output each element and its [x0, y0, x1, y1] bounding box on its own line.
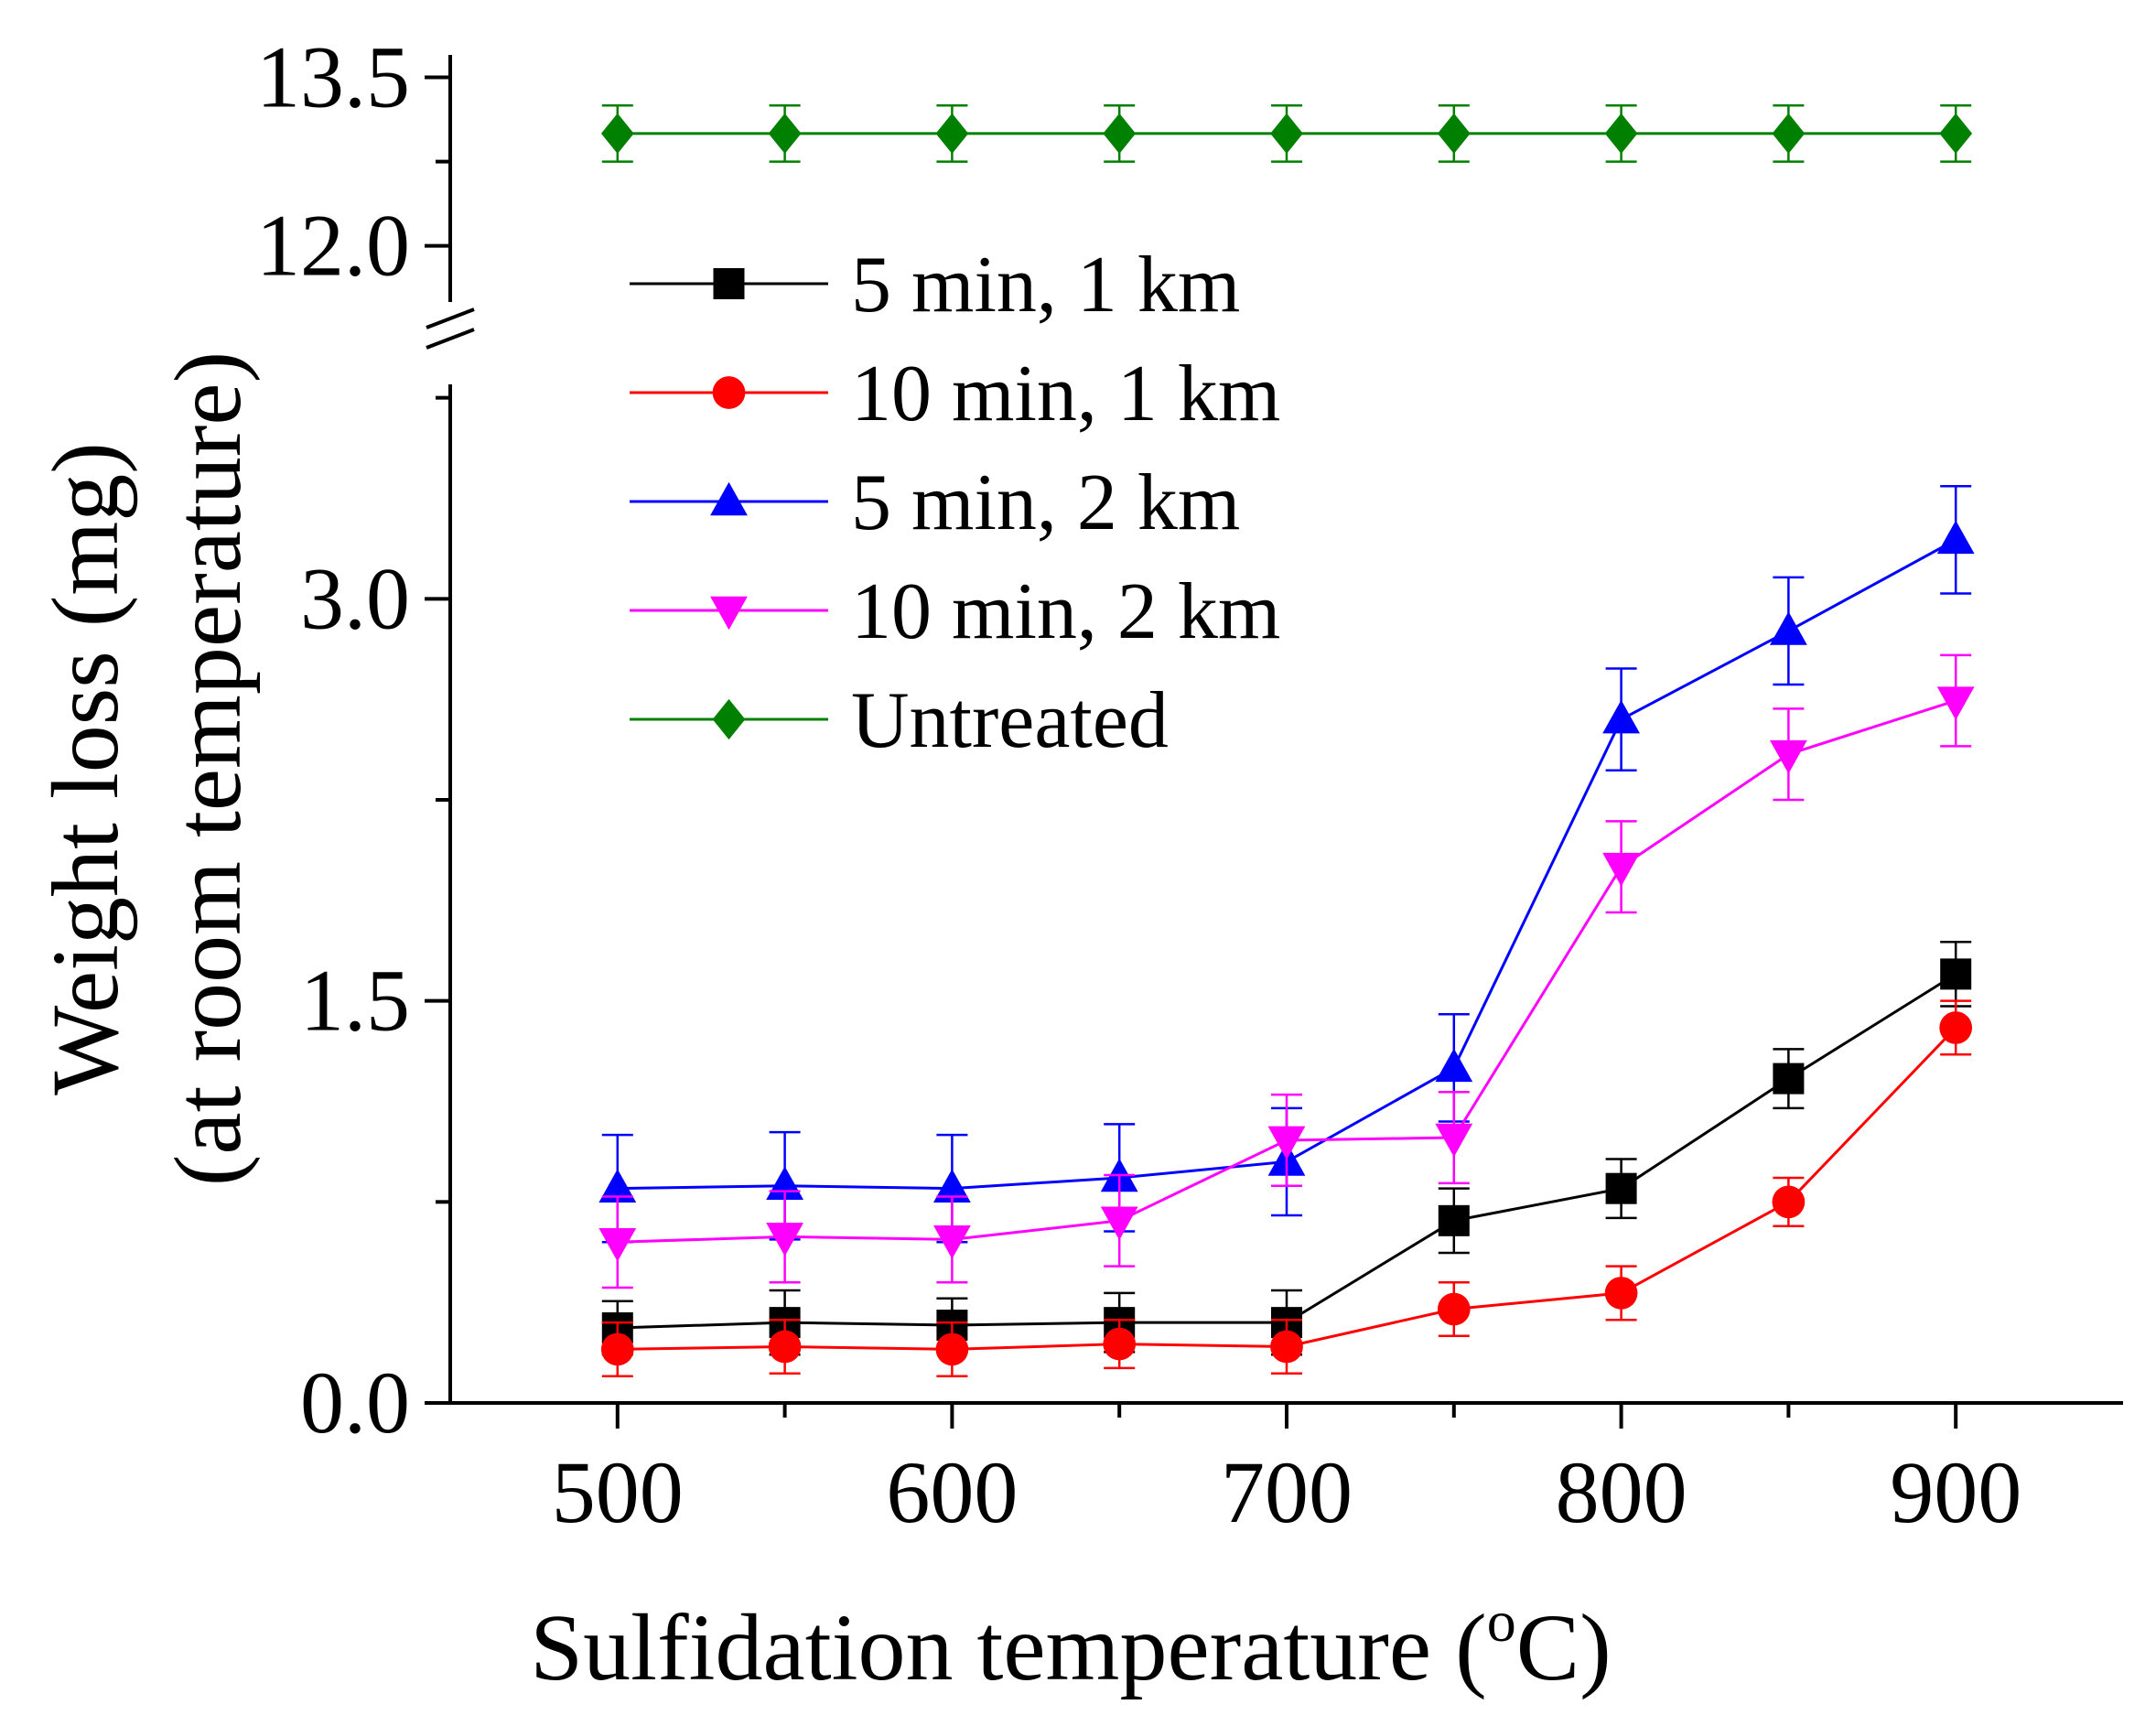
data-point: [1940, 958, 1972, 990]
data-point: [1438, 1204, 1470, 1236]
data-point: [1605, 1172, 1637, 1204]
x-axis-title-end: C): [1516, 1595, 1612, 1700]
data-point: [1602, 852, 1640, 887]
axis-break-mark-1: [426, 307, 475, 329]
series-line: [617, 538, 1957, 1191]
x-axis-title-main: Sulfidation temperature (: [530, 1595, 1486, 1700]
series-untreated: [600, 103, 1973, 163]
series-10-min-2-km: [598, 653, 1975, 1289]
legend-label: 10 min, 2 km: [851, 567, 1280, 656]
data-point: [1103, 113, 1137, 155]
data-point: [1267, 1126, 1306, 1160]
y-tick-label: 3.0: [300, 549, 410, 647]
data-point: [1435, 1123, 1473, 1158]
data-point: [1100, 1206, 1138, 1241]
data-point: [933, 1225, 971, 1259]
data-point: [1773, 1063, 1805, 1095]
y-axis-title-line1: Weight loss (mg): [33, 442, 138, 1095]
y-tick-label: 13.5: [256, 28, 410, 126]
data-point: [1437, 113, 1471, 155]
data-point: [600, 1332, 634, 1366]
y-tick-label: 1.5: [300, 952, 410, 1050]
axis-break-mark-2: [426, 328, 475, 350]
data-point: [933, 1169, 971, 1203]
x-tick-label: 700: [1221, 1443, 1353, 1541]
data-point: [1772, 1185, 1806, 1219]
data-point: [1437, 1292, 1471, 1326]
legend-label: 10 min, 1 km: [851, 350, 1280, 438]
legend-item: Untreated: [630, 676, 1169, 765]
legend: 5 min, 1 km 10 min, 1 km 5 min, 2 km 10 min…: [630, 241, 1280, 765]
legend-marker: [712, 376, 746, 409]
series-10-min-1-km: [600, 999, 1973, 1377]
x-tick-label: 500: [552, 1443, 684, 1541]
legend-marker: [710, 481, 748, 516]
legend-label: 5 min, 2 km: [851, 458, 1240, 547]
data-point: [1770, 611, 1807, 645]
series-layer: [598, 103, 1975, 1377]
data-point: [768, 1330, 802, 1364]
x-tick-label: 600: [886, 1443, 1018, 1541]
data-point: [935, 1332, 969, 1366]
legend-label: 5 min, 1 km: [851, 241, 1240, 329]
data-point: [1602, 699, 1640, 734]
data-point: [1939, 113, 1973, 155]
x-tick-label: 900: [1890, 1443, 2021, 1541]
data-point: [1770, 739, 1807, 774]
data-point: [1772, 113, 1806, 155]
data-point: [1103, 1327, 1137, 1361]
legend-item: 10 min, 2 km: [630, 567, 1280, 656]
data-point: [1936, 686, 1975, 720]
legend-marker: [713, 268, 745, 299]
data-point: [935, 113, 969, 155]
data-point: [1435, 1048, 1473, 1083]
x-axis-title: Sulfidation temperature (oC): [530, 1589, 1611, 1700]
y-tick-label: 12.0: [256, 197, 410, 295]
legend-marker: [710, 596, 748, 631]
legend-label: Untreated: [851, 676, 1169, 765]
data-point: [1936, 520, 1975, 555]
data-point: [766, 1223, 803, 1257]
data-point: [768, 113, 802, 155]
data-point: [598, 1169, 637, 1203]
legend-item: 5 min, 2 km: [630, 458, 1240, 547]
ticks: 500 600 700 800 900 0.0 1.5 3.0 12.0 13.5: [256, 28, 2021, 1541]
x-tick-label: 800: [1556, 1443, 1687, 1541]
data-point: [1270, 1330, 1303, 1364]
data-point: [600, 113, 634, 155]
data-point: [1270, 113, 1303, 155]
data-point: [598, 1227, 637, 1262]
data-point: [1604, 113, 1638, 155]
data-point: [1939, 1011, 1973, 1044]
y-axis-title-line2: (at room temperature): [156, 351, 261, 1186]
legend-item: 5 min, 1 km: [630, 241, 1240, 329]
y-tick-label: 0.0: [300, 1354, 410, 1451]
data-point: [1604, 1277, 1638, 1310]
legend-marker: [712, 698, 746, 740]
x-axis-title-sup: o: [1487, 1589, 1516, 1654]
legend-item: 10 min, 1 km: [630, 350, 1280, 438]
